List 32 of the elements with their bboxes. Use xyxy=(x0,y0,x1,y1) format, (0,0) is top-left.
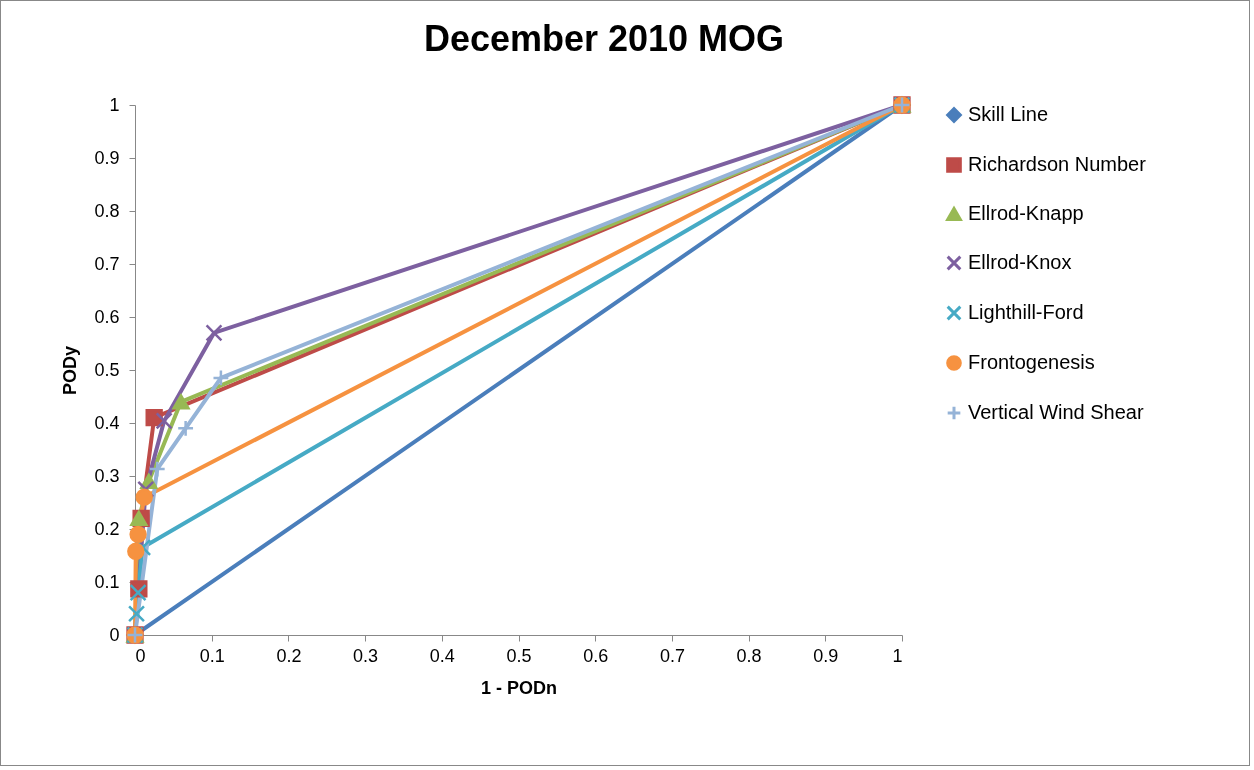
y-tick-label: 0 xyxy=(109,624,120,645)
x-tick-label: 0.8 xyxy=(736,645,762,666)
legend-label: Ellrod-Knapp xyxy=(968,202,1084,224)
legend-label: Lighthill-Ford xyxy=(968,301,1084,323)
legend-label: Richardson Number xyxy=(968,153,1147,175)
legend-label: Skill Line xyxy=(968,103,1049,125)
y-tick-label: 1 xyxy=(109,94,120,115)
x-tick-label: 0.1 xyxy=(199,645,225,666)
chart-title: December 2010 MOG xyxy=(423,17,785,59)
legend-label: Ellrod-Knox xyxy=(968,251,1072,273)
x-tick-label: 0.5 xyxy=(506,645,532,666)
y-tick-label: 0.2 xyxy=(94,518,120,539)
y-tick-label: 0.4 xyxy=(94,412,120,433)
legend-label: Frontogenesis xyxy=(968,351,1095,373)
y-axis-title: PODy xyxy=(60,345,81,396)
x-tick-label: 0.9 xyxy=(813,645,839,666)
y-tick-label: 0.1 xyxy=(94,571,120,592)
x-tick-label: 0.7 xyxy=(659,645,685,666)
y-tick-label: 0.5 xyxy=(94,359,120,380)
y-tick-label: 0.9 xyxy=(94,147,120,168)
x-axis-title: 1 - PODn xyxy=(480,677,558,698)
y-tick-label: 0.8 xyxy=(94,200,120,221)
x-tick-label: 0.3 xyxy=(353,645,379,666)
y-tick-label: 0.6 xyxy=(94,306,120,327)
y-tick-label: 0.7 xyxy=(94,253,120,274)
legend-label: Vertical Wind Shear xyxy=(968,401,1144,423)
y-tick-label: 0.3 xyxy=(94,465,120,486)
x-tick-label: 1 xyxy=(892,645,903,666)
x-tick-label: 0 xyxy=(135,645,146,666)
x-tick-label: 0.4 xyxy=(429,645,455,666)
x-tick-label: 0.2 xyxy=(276,645,302,666)
x-tick-label: 0.6 xyxy=(583,645,609,666)
